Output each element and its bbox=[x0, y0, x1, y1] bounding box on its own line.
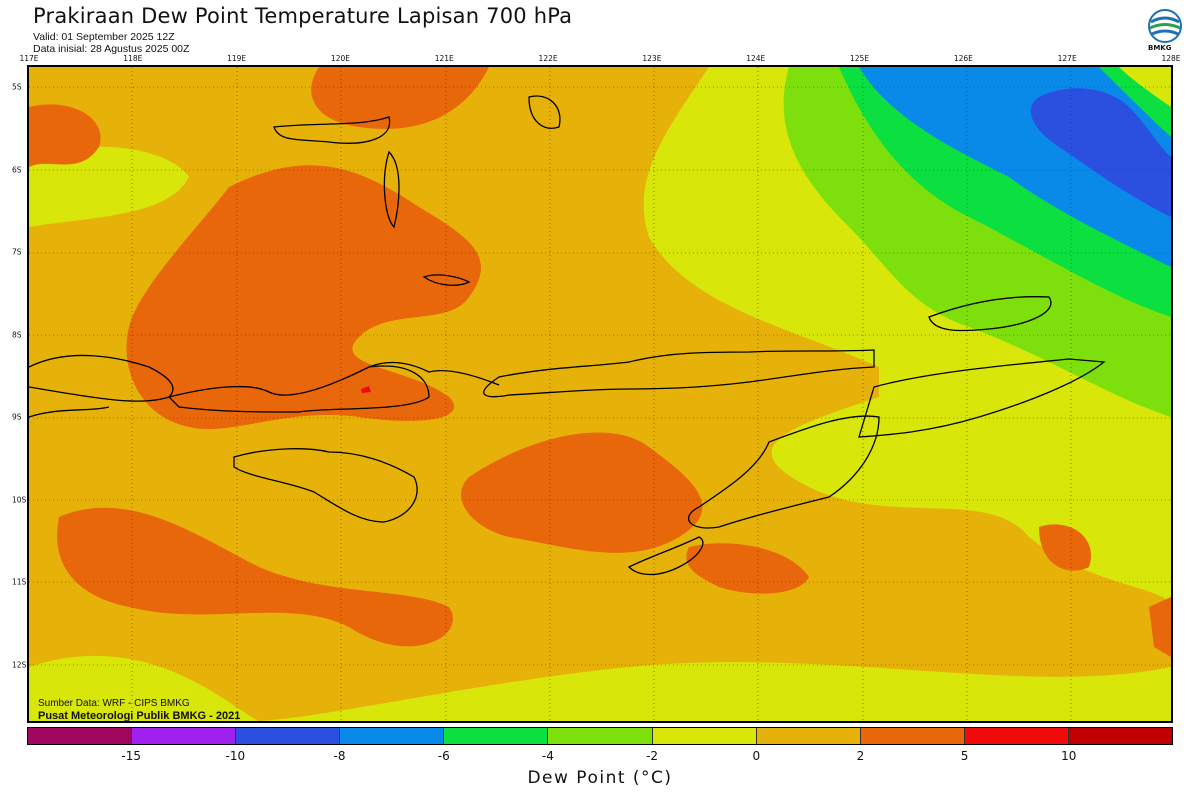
field-orange-dark-6 bbox=[686, 543, 809, 594]
logo-text: BMKG bbox=[1148, 44, 1172, 52]
field-orange-dark-7 bbox=[1039, 524, 1091, 571]
red-spot bbox=[361, 386, 371, 393]
colorbar-label: Dew Point (°C) bbox=[527, 768, 673, 788]
colorbar-tick-label: 10 bbox=[1061, 749, 1077, 763]
colorbar-swatch bbox=[28, 728, 133, 744]
lon-label: 128E bbox=[1161, 54, 1181, 63]
colorbar-tick-label: 5 bbox=[960, 749, 969, 763]
colorbar-tick-label: -10 bbox=[225, 749, 246, 763]
lat-label: 6S bbox=[12, 165, 22, 174]
field-orange-dark-1 bbox=[126, 165, 481, 430]
org-credit: Pusat Meteorologi Publik BMKG - 2021 bbox=[38, 710, 241, 722]
field-orange-dark-3 bbox=[29, 104, 101, 167]
lon-label: 127E bbox=[1057, 54, 1077, 63]
field-yellow-left bbox=[29, 146, 189, 227]
colorbar-tick-label: -4 bbox=[541, 749, 554, 763]
lat-label: 9S bbox=[12, 412, 22, 422]
lat-label: 10S bbox=[12, 495, 27, 504]
colorbar-tick-label: -2 bbox=[646, 749, 659, 763]
colorbar-swatch bbox=[548, 728, 653, 744]
colorbar-tick-label: -8 bbox=[333, 749, 346, 763]
field-orange-dark-5 bbox=[57, 507, 453, 647]
colorbar-swatch bbox=[756, 728, 861, 744]
colorbar-swatch bbox=[236, 728, 341, 744]
coastlines bbox=[29, 95, 1106, 576]
colorbar-tick-label: 2 bbox=[856, 749, 865, 763]
colorbar-swatch bbox=[964, 728, 1069, 744]
field-orange-dark-4 bbox=[461, 432, 703, 553]
lon-label: 123E bbox=[642, 54, 662, 63]
lat-label: 5S bbox=[12, 82, 22, 92]
valid-time: Valid: 01 September 2025 12Z bbox=[33, 31, 175, 43]
lat-label: 12S bbox=[12, 660, 27, 669]
dewpoint-map bbox=[27, 65, 1173, 723]
lon-label: 122E bbox=[538, 54, 558, 63]
colorbar-swatch bbox=[860, 728, 965, 744]
field-orange-dark-8 bbox=[1149, 597, 1171, 657]
lon-label: 120E bbox=[330, 54, 350, 63]
source-credit: Sumber Data: WRF - CIPS BMKG bbox=[38, 698, 190, 709]
field-orange-dark-2 bbox=[311, 67, 489, 129]
field-blue-dark bbox=[1030, 88, 1171, 217]
colorbar-swatch bbox=[132, 728, 237, 744]
colorbar-tick-label: -15 bbox=[121, 749, 141, 763]
lon-label: 126E bbox=[953, 54, 973, 63]
lon-label: 121E bbox=[434, 54, 454, 63]
lon-label: 117E bbox=[19, 54, 39, 63]
map-title: Prakiraan Dew Point Temperature Lapisan … bbox=[33, 4, 573, 28]
lon-label: 119E bbox=[227, 54, 247, 63]
lat-label: 7S bbox=[12, 247, 22, 257]
graticule bbox=[29, 67, 1171, 721]
lon-label: 124E bbox=[746, 54, 766, 63]
colorbar-tick-label: -6 bbox=[437, 749, 450, 763]
colorbar-swatch bbox=[1068, 728, 1173, 744]
lon-label: 118E bbox=[123, 54, 143, 63]
lat-label: 8S bbox=[12, 330, 22, 339]
bmkg-logo-icon bbox=[1145, 8, 1185, 56]
lon-label: 125E bbox=[850, 54, 870, 63]
colorbar-swatch bbox=[444, 728, 549, 744]
init-time: Data inisial: 28 Agustus 2025 00Z bbox=[33, 43, 190, 55]
lat-label: 11S bbox=[12, 577, 27, 587]
colorbar-swatch bbox=[652, 728, 757, 744]
field-yellow-strip bbox=[29, 655, 259, 721]
colorbar-tick-label: 0 bbox=[752, 749, 761, 763]
colorbar-swatch bbox=[340, 728, 445, 744]
colorbar bbox=[27, 727, 1173, 745]
